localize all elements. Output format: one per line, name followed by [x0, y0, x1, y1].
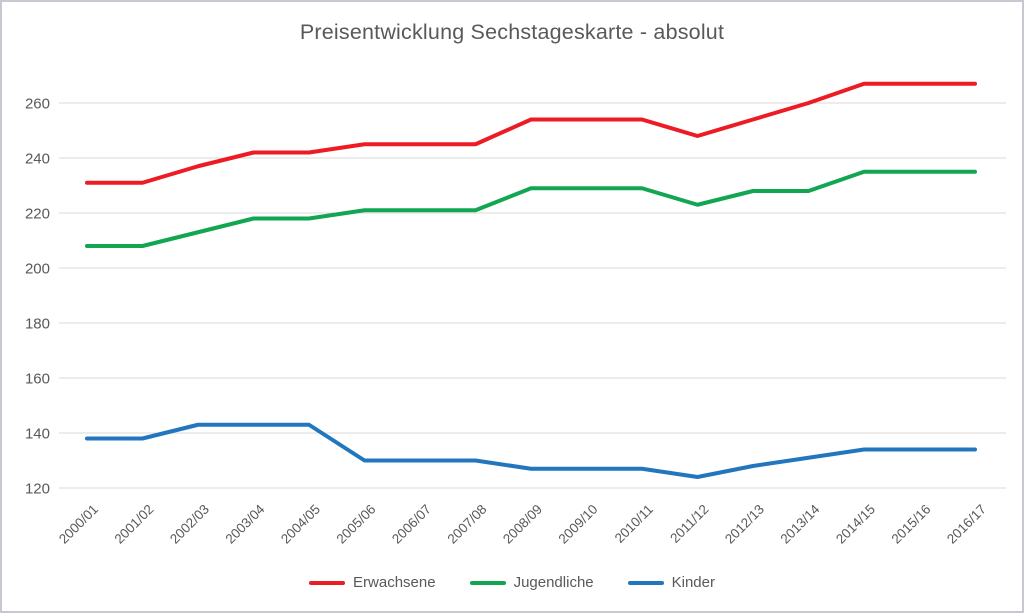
x-axis-tick-label: 2013/14	[777, 501, 822, 546]
x-axis-tick-label: 2010/11	[612, 502, 656, 546]
y-axis-tick-label: 120	[25, 481, 50, 498]
x-axis-tick-label: 2007/08	[444, 502, 489, 547]
legend-label: Jugendliche	[513, 574, 594, 591]
y-axis-tick-label: 160	[25, 371, 50, 388]
x-axis-tick-label: 2002/03	[167, 502, 212, 547]
y-axis-tick-label: 140	[25, 426, 50, 443]
x-axis-tick-label: 2005/06	[333, 502, 378, 547]
y-axis-tick-label: 180	[25, 316, 50, 333]
legend-item-jugendliche: Jugendliche	[469, 574, 594, 591]
y-axis-tick-label: 240	[25, 151, 50, 168]
y-axis-tick-label: 260	[25, 96, 50, 113]
chart-title: Preisentwicklung Sechstageskarte - absol…	[299, 20, 725, 44]
x-axis-tick-label: 2014/15	[833, 502, 878, 547]
x-axis-tick-label: 2000/01	[56, 502, 101, 547]
x-axis-tick-label: 2006/07	[389, 502, 434, 547]
y-axis-tick-label: 200	[25, 261, 50, 278]
legend-swatch	[627, 580, 664, 585]
x-axis-tick-label: 2009/10	[555, 502, 600, 547]
series-line-erwachsene	[85, 81, 977, 185]
series-line-jugendliche	[85, 169, 977, 248]
x-axis-tick-label: 2015/16	[888, 502, 933, 547]
legend-label: Kinder	[671, 574, 715, 591]
legend-item-erwachsene: Erwachsene	[309, 574, 436, 591]
x-axis-tick-label: 2012/13	[722, 502, 767, 547]
x-axis-tick-label: 2003/04	[222, 501, 267, 546]
series-line-kinder	[85, 422, 977, 479]
x-axis-tick-label: 2016/17	[944, 502, 989, 547]
x-axis-tick-label: 2001/02	[111, 502, 156, 547]
legend: Erwachsene Jugendliche Kinder	[2, 574, 1022, 591]
x-axis-tick-label: 2011/12	[667, 502, 711, 546]
x-axis-tick-label: 2008/09	[500, 502, 545, 547]
legend-swatch	[309, 580, 346, 585]
x-axis-tick-label: 2004/05	[278, 502, 323, 547]
y-axis-tick-label: 220	[25, 206, 50, 223]
legend-label: Erwachsene	[353, 574, 436, 591]
legend-swatch	[469, 580, 506, 585]
legend-item-kinder: Kinder	[627, 574, 715, 591]
